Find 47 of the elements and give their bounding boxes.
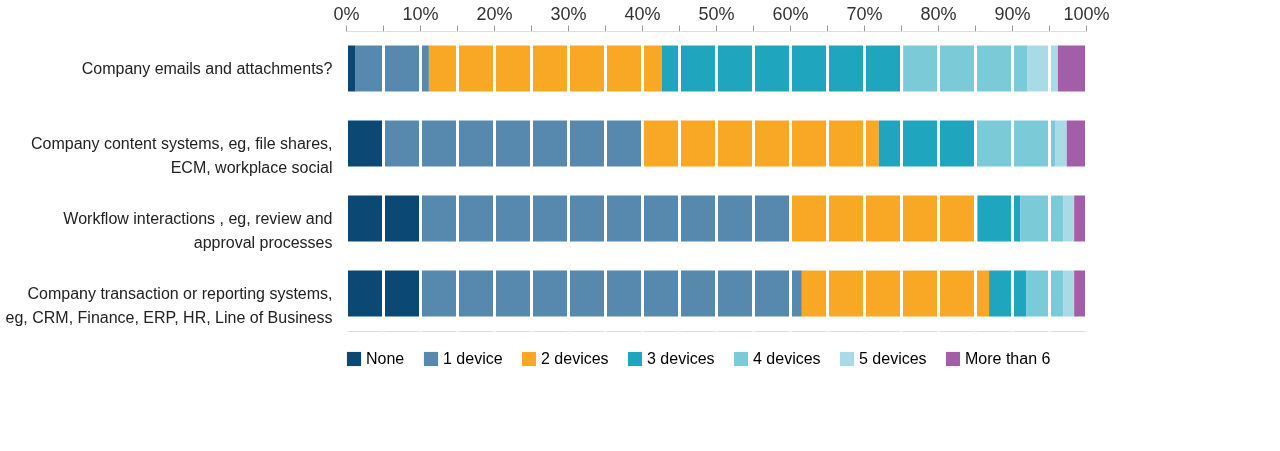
x-tick-label: 10% — [402, 3, 439, 24]
bar — [383, 120, 642, 167]
y-tick-label: Company transaction or reporting systems, eg, CRM, Finance, ERP, HR, Line of Business — [5, 284, 333, 326]
bar — [346, 120, 383, 167]
x-tick-label: 80% — [920, 3, 957, 24]
bar — [977, 195, 1021, 242]
x-tick-label: 70% — [846, 3, 883, 24]
legend-label: None — [366, 350, 405, 367]
bar — [976, 120, 1056, 167]
x-tick-label: 0% — [333, 3, 360, 24]
bar — [346, 195, 420, 242]
bar — [1055, 120, 1067, 167]
legend-label: 4 devices — [753, 350, 821, 367]
y-tick-label: Company emails and attachments? — [81, 59, 333, 77]
legend-label: 5 devices — [859, 350, 927, 367]
bar — [1020, 195, 1064, 242]
y-tick-label: Company content systems, eg, file shares, ECM, workplace social — [31, 134, 333, 176]
y-tick-label: Workflow interactions , eg, review and approval processes — [63, 209, 333, 251]
legend-label: More than 6 — [965, 350, 1051, 367]
bar — [355, 45, 429, 92]
bar — [1066, 120, 1086, 167]
legend-label: 1 device — [443, 350, 503, 367]
x-tick-label: 20% — [476, 3, 513, 24]
x-tick-label: 90% — [994, 3, 1031, 24]
bar — [346, 270, 420, 317]
bar — [1063, 195, 1075, 242]
bar — [642, 120, 879, 167]
x-tick-label: 50% — [698, 3, 735, 24]
bar — [1057, 45, 1086, 92]
bar — [428, 45, 662, 92]
bar — [790, 195, 978, 242]
bar — [989, 270, 1027, 317]
bar — [801, 270, 990, 317]
bar — [420, 270, 802, 317]
bar — [1063, 270, 1075, 317]
bar — [878, 120, 977, 167]
bar — [903, 45, 1028, 92]
legend-label: 2 devices — [541, 350, 609, 367]
x-tick-label: 60% — [772, 3, 809, 24]
legend-label: 3 devices — [647, 350, 715, 367]
x-tick-label: 30% — [550, 3, 587, 24]
bar — [1074, 270, 1086, 317]
bar — [420, 195, 790, 242]
bar — [1026, 270, 1064, 317]
bar — [1074, 195, 1086, 242]
x-tick-label: 100% — [1063, 3, 1110, 24]
x-tick-label: 40% — [624, 3, 661, 24]
